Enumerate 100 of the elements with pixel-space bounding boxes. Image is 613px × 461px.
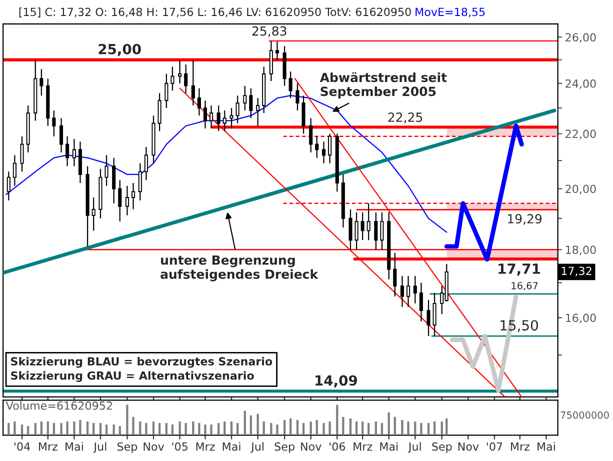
x-tick-label: Mrz (196, 442, 215, 451)
bar (368, 423, 370, 436)
x-tick-label: '05 (172, 442, 188, 451)
candlestick (203, 100, 208, 130)
candlestick (380, 212, 384, 250)
candlestick (426, 299, 430, 337)
bar (8, 423, 10, 436)
bar (79, 420, 82, 436)
bar (336, 404, 338, 436)
bar (126, 404, 128, 436)
bar (290, 418, 292, 436)
bar (328, 421, 331, 436)
y-tick-label: 20,00 (566, 184, 596, 194)
candlestick (315, 136, 319, 158)
candlestick (92, 196, 96, 232)
bar (105, 424, 108, 436)
candlestick (348, 208, 352, 250)
candlestick (400, 275, 404, 308)
y-tick-label: 26,00 (566, 33, 596, 43)
bar (118, 426, 121, 436)
candlestick (125, 185, 129, 216)
candlestick (256, 97, 260, 126)
bar (52, 423, 56, 436)
candlestick (209, 104, 214, 130)
annotation: Skizzierung BLAU = bevorzugtes Szenario Skizzierung GRAU = Alternativszenario (11, 356, 272, 382)
candlestick (118, 180, 122, 222)
candlestick (191, 59, 195, 106)
bar (224, 421, 226, 436)
bar (158, 423, 161, 436)
candlestick (216, 104, 220, 132)
candlestick (432, 292, 436, 337)
bar (401, 420, 404, 436)
bar (198, 423, 200, 436)
bar (361, 421, 364, 436)
bar (184, 423, 187, 436)
candlestick (20, 136, 24, 172)
x-tick-label: '04 (14, 442, 30, 451)
candlestick (40, 68, 44, 96)
x-tick-label: '06 (330, 442, 346, 451)
x-tick-label: Sep (117, 442, 138, 453)
bar (92, 423, 95, 436)
bar (250, 415, 252, 436)
bar (388, 412, 390, 436)
candlestick (131, 182, 136, 210)
ref-line-label: 25,83 (252, 26, 286, 38)
bar (132, 416, 134, 436)
bar (316, 420, 318, 436)
bar (218, 423, 220, 436)
bar (380, 423, 384, 436)
candlestick (374, 212, 378, 250)
candlestick (170, 66, 174, 92)
bar (427, 423, 430, 436)
ref-line-label: 25,00 (98, 44, 141, 56)
y-tick-label: 18,00 (566, 246, 596, 256)
candlestick (296, 82, 300, 112)
bar (178, 421, 181, 436)
x-tick-label: Sep (432, 442, 452, 453)
chart-title: Volume=61620952 (6, 401, 112, 410)
ref-line-label: 15,50 (500, 320, 538, 332)
candlestick (406, 275, 410, 308)
x-tick-label: Jul (93, 442, 106, 453)
x-tick-label: Nov (301, 442, 322, 451)
x-tick-label: '07 (486, 442, 502, 451)
candlestick (66, 136, 70, 167)
text: 75000000 (560, 411, 609, 419)
bar (112, 424, 115, 436)
ref-line-label: 17,71 (498, 264, 540, 276)
candlestick (243, 85, 247, 112)
candlestick (360, 212, 364, 241)
ref-line-label: 16,67 (512, 282, 538, 290)
bar (270, 423, 272, 436)
bar (342, 416, 344, 436)
bar (73, 421, 76, 436)
bar (440, 421, 443, 436)
candlestick (288, 70, 292, 99)
candlestick (236, 95, 240, 124)
candlestick (144, 146, 148, 181)
ref-line-label: 22,25 (388, 112, 422, 124)
bar (60, 423, 62, 436)
bar (302, 423, 305, 436)
y-tick-label: 24,00 (566, 79, 596, 89)
x-tick-label: Nov (458, 442, 479, 451)
bar (152, 421, 155, 436)
candlestick (6, 171, 10, 201)
bar (355, 421, 358, 436)
bar (26, 426, 30, 436)
bar (145, 423, 148, 436)
ref-line-label: 19,29 (508, 214, 542, 225)
x-tick-label: Jul (408, 442, 421, 453)
y-tick-label: 22,00 (566, 130, 596, 140)
bar (204, 424, 206, 436)
bar (244, 410, 246, 436)
x-tick-label: Mrz (510, 442, 530, 451)
bar (407, 421, 410, 436)
bar (171, 424, 174, 436)
candlestick (269, 40, 273, 82)
candlestick (184, 64, 188, 94)
text: MovE=18,55 (416, 8, 485, 18)
bar (262, 421, 265, 436)
x-tick-label: Mai (222, 442, 240, 451)
